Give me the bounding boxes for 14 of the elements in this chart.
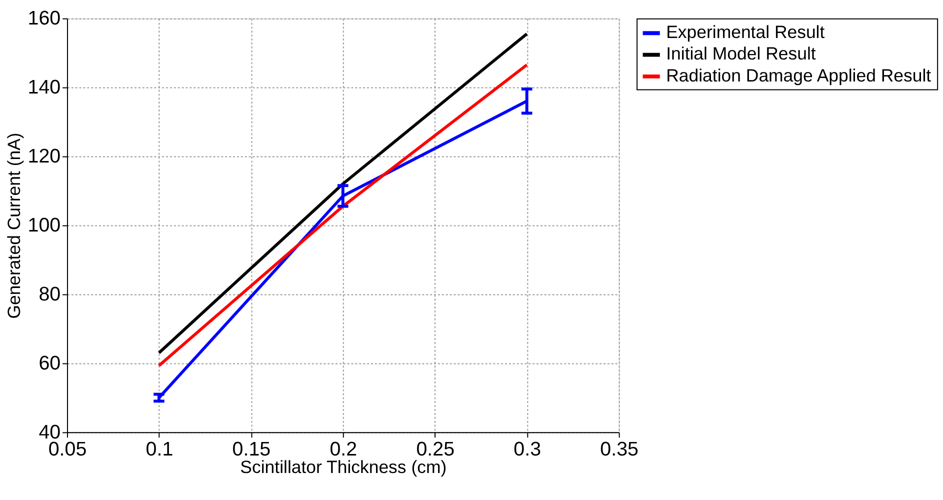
x-tick-label: 0.3 [514,438,542,460]
legend-label: Experimental Result [666,22,825,42]
x-tick-label: 0.35 [600,438,639,460]
y-tick-label: 80 [38,284,61,306]
y-tick-label: 60 [38,352,61,375]
y-tick-label: 140 [28,76,61,99]
y-tick-label: 100 [28,214,61,237]
y-tick-label: 160 [28,8,61,30]
x-tick-label: 0.1 [146,438,174,460]
legend-label: Initial Model Result [666,44,816,64]
y-tick-label: 120 [28,146,61,168]
x-tick-label: 0.05 [48,438,87,460]
y-axis-title: Generated Current (nA) [4,132,24,319]
legend-label: Radiation Damage Applied Result [666,65,932,86]
